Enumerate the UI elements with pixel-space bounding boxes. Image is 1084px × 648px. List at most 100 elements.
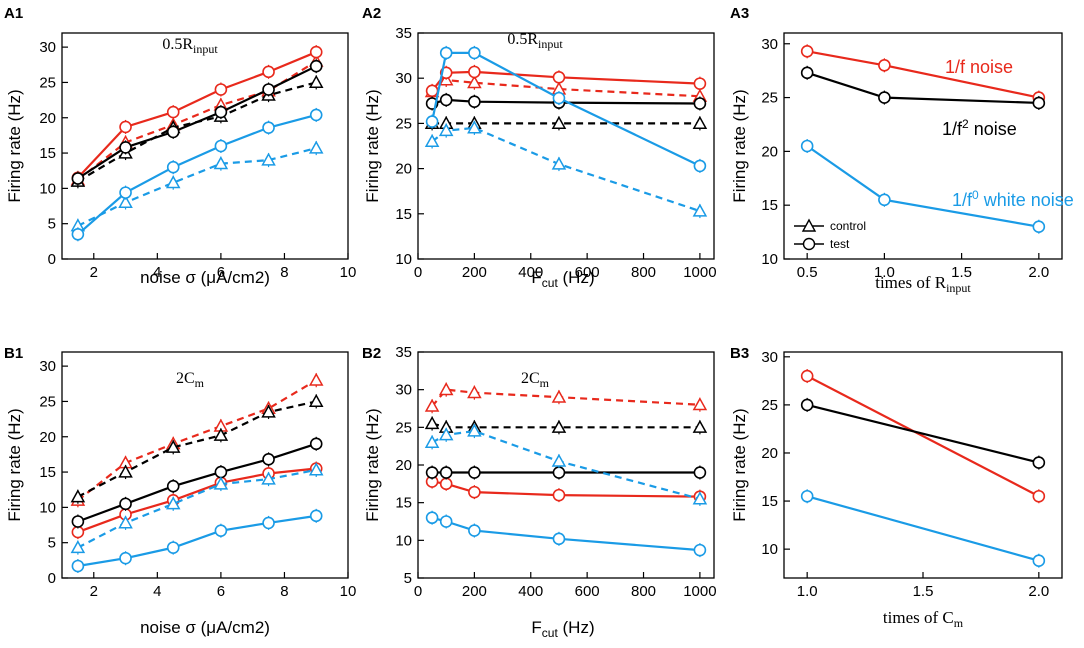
legend-marker (801, 218, 817, 232)
y-tick-label: 30 (395, 70, 412, 87)
y-axis-label: Firing rate (Hz) (363, 89, 382, 202)
data-point (119, 141, 132, 154)
data-point (425, 511, 439, 525)
x-tick-label: 0 (414, 583, 422, 600)
series-line (806, 403, 1040, 464)
panel-annotation: 0.5Rinput (507, 31, 563, 51)
y-tick-label: 5 (404, 570, 412, 587)
data-point (118, 464, 133, 478)
y-tick-label: 20 (395, 161, 412, 178)
legend-label: control (830, 219, 866, 233)
panel-a1: 2 4 6 8 10 0 5 10 15 20 25 30 A1 0.5Rinput noise σ (μA… (4, 5, 356, 287)
data-point (309, 108, 323, 122)
data-point (693, 97, 707, 110)
y-tick-label: 10 (395, 251, 412, 268)
data-point (166, 479, 180, 493)
data-point (800, 369, 814, 383)
x-tick-label: 1.0 (797, 583, 818, 600)
data-point (262, 516, 275, 530)
data-point (878, 91, 891, 104)
data-point (214, 105, 228, 119)
panel-b2: 0 200 400 600 800 1000 5 10 15 20 25 30 35 B2 2Cm Fcut … (362, 344, 717, 640)
data-point (439, 515, 453, 528)
y-tick-label: 10 (761, 251, 778, 268)
data-point (308, 74, 324, 88)
y-tick-label: 25 (395, 419, 412, 436)
y-tick-label: 25 (39, 74, 56, 91)
data-point (71, 515, 85, 528)
data-point (551, 156, 567, 170)
series-line (806, 145, 1040, 228)
x-tick-label: 800 (631, 264, 656, 281)
data-point (1032, 456, 1046, 469)
data-point (70, 489, 86, 503)
data-point (692, 491, 708, 505)
data-point (439, 466, 453, 479)
note-text: 1/f (942, 119, 963, 139)
y-tick-label: 0 (48, 251, 56, 268)
x-tick-label: 600 (575, 583, 600, 600)
y-tick-label: 30 (761, 36, 778, 53)
x-axis-label: times of Rinput (875, 273, 971, 295)
data-point (438, 123, 454, 137)
series-line (806, 71, 1039, 105)
data-point (71, 559, 85, 573)
data-point (693, 159, 707, 173)
x-axis-label-main: times of R (875, 273, 946, 292)
data-point (692, 397, 708, 411)
y-tick-label: 15 (761, 493, 778, 510)
y-tick-label: 20 (761, 143, 778, 160)
y-tick-label: 30 (39, 358, 56, 375)
y-tick-label: 25 (395, 115, 412, 132)
data-point (166, 105, 180, 119)
data-point (165, 439, 181, 453)
data-point (552, 488, 566, 502)
series-line (77, 467, 317, 534)
data-point (213, 156, 229, 170)
x-axis-label-sub: cut (542, 276, 559, 290)
panel-a2: 0 200 400 600 800 1000 10 15 20 25 30 35 A2 0.5Rinput… (362, 5, 717, 290)
plot-frame (61, 351, 349, 579)
y-tick-label: 30 (395, 382, 412, 399)
x-axis-label: times of Cm (883, 608, 964, 630)
data-point (165, 496, 181, 510)
x-tick-label: 1000 (683, 583, 716, 600)
data-point (800, 66, 814, 80)
data-point (552, 91, 566, 105)
series-line (77, 514, 317, 568)
y-tick-label: 20 (39, 110, 56, 127)
y-tick-label: 0 (48, 570, 56, 587)
data-point (1032, 220, 1046, 234)
panel-annotation-main: 2C (521, 370, 540, 387)
y-tick-label: 5 (48, 535, 56, 552)
note-rest: noise (969, 119, 1017, 139)
data-point (552, 532, 566, 546)
data-point (551, 389, 567, 403)
data-point (309, 509, 323, 523)
x-tick-label: 4 (153, 264, 161, 281)
data-point (424, 434, 440, 448)
plot-frame (417, 32, 715, 260)
note-text: 1/f (952, 190, 973, 210)
data-point (119, 120, 132, 134)
data-point (551, 453, 567, 467)
data-point (308, 140, 324, 154)
data-point (467, 120, 482, 134)
y-tick-label: 25 (761, 397, 778, 414)
data-point (213, 476, 229, 490)
x-tick-label: 6 (217, 583, 225, 600)
y-tick-label: 5 (48, 216, 56, 233)
x-tick-label: 400 (518, 264, 543, 281)
data-point (165, 175, 181, 189)
data-point (261, 152, 276, 166)
data-point (551, 115, 567, 129)
series-line (77, 379, 317, 502)
series-line (77, 65, 317, 180)
x-tick-label: 6 (217, 264, 225, 281)
plot-frame (417, 351, 715, 579)
panel-label: B1 (4, 345, 23, 362)
series-line (806, 495, 1040, 562)
y-tick-label: 10 (395, 532, 412, 549)
x-tick-label: 200 (462, 264, 487, 281)
